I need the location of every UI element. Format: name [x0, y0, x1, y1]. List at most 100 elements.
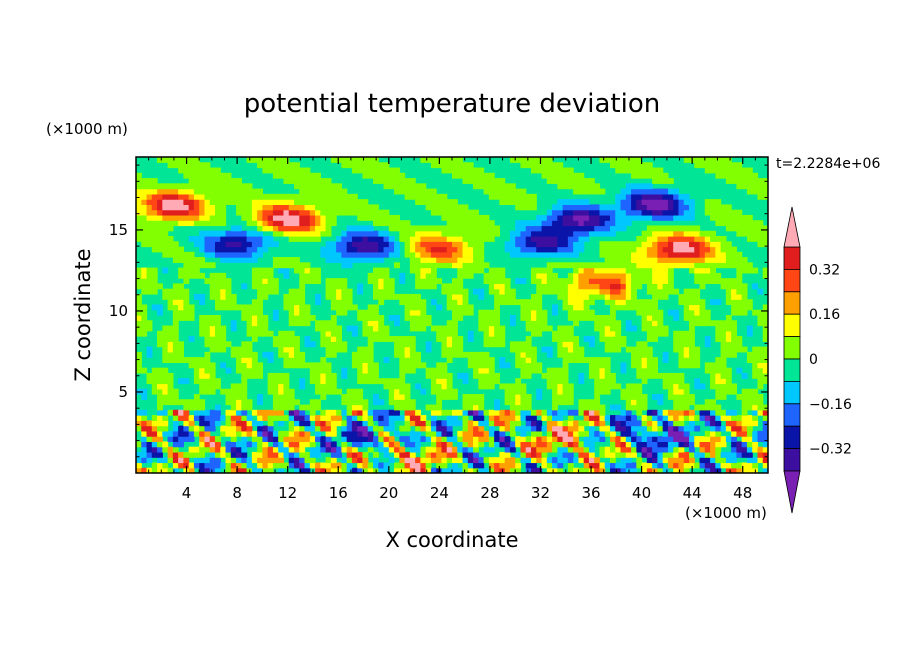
field-cell: [362, 257, 369, 263]
field-cell: [199, 230, 206, 237]
field-cell: [209, 325, 216, 332]
field-cell: [172, 357, 179, 363]
field-cell: [278, 225, 285, 232]
field-cell: [720, 383, 727, 390]
field-cell: [283, 399, 290, 406]
field-cell: [710, 409, 716, 416]
field-cell: [278, 346, 285, 353]
field-cell: [299, 288, 306, 295]
field-cell: [188, 193, 195, 200]
field-cell: [520, 383, 527, 390]
field-cell: [441, 257, 448, 263]
field-cell: [462, 251, 469, 258]
field-cell: [209, 293, 216, 300]
field-cell: [715, 278, 722, 284]
field-cell: [657, 204, 664, 211]
field-cell: [209, 262, 216, 269]
field-cell: [694, 383, 701, 390]
field-cell: [304, 183, 311, 190]
field-cell: [483, 362, 490, 369]
field-cell: [288, 236, 295, 242]
field-cell: [357, 257, 364, 263]
field-cell: [467, 162, 474, 169]
field-cell: [351, 157, 358, 163]
field-cell: [383, 167, 390, 174]
field-cell: [420, 315, 427, 321]
field-cell: [330, 251, 337, 258]
field-cell: [341, 446, 348, 453]
field-cell: [394, 430, 400, 437]
field-cell: [515, 394, 522, 400]
field-cell: [746, 220, 753, 227]
field-cell: [725, 415, 732, 421]
field-cell: [594, 420, 601, 427]
field-cell: [246, 404, 253, 411]
field-cell: [467, 167, 474, 174]
field-cell: [667, 409, 674, 416]
field-cell: [151, 467, 158, 473]
field-cell: [667, 262, 674, 269]
field-cell: [662, 409, 669, 416]
field-cell: [741, 267, 748, 274]
field-cell: [636, 272, 643, 279]
field-cell: [631, 351, 637, 358]
field-cell: [446, 241, 453, 248]
field-cell: [762, 325, 768, 332]
field-cell: [157, 383, 163, 390]
field-cell: [499, 178, 506, 184]
field-cell: [157, 157, 163, 163]
field-cell: [573, 246, 579, 253]
field-cell: [509, 315, 516, 321]
field-cell: [604, 278, 611, 284]
field-cell: [483, 225, 490, 232]
field-cell: [141, 425, 148, 432]
field-cell: [715, 220, 722, 227]
field-cell: [725, 204, 732, 211]
field-cell: [357, 230, 364, 237]
field-cell: [446, 330, 453, 337]
field-cell: [136, 272, 142, 279]
field-cell: [520, 441, 527, 448]
field-cell: [615, 320, 622, 327]
field-cell: [193, 183, 200, 190]
field-cell: [557, 283, 564, 290]
field-cell: [552, 209, 558, 216]
field-cell: [620, 193, 627, 200]
field-cell: [694, 241, 701, 248]
field-cell: [267, 272, 274, 279]
field-cell: [204, 441, 211, 448]
field-cell: [578, 357, 585, 363]
field-cell: [610, 214, 616, 221]
field-cell: [399, 394, 406, 400]
field-cell: [341, 188, 348, 195]
field-cell: [673, 462, 680, 469]
field-cell: [420, 451, 427, 458]
field-cell: [325, 325, 332, 332]
field-cell: [673, 246, 680, 253]
field-cell: [304, 214, 311, 221]
field-cell: [209, 199, 216, 205]
field-cell: [409, 325, 416, 332]
field-cell: [193, 404, 200, 411]
field-cell: [230, 409, 237, 416]
field-cell: [278, 330, 285, 337]
field-cell: [731, 309, 737, 316]
field-cell: [594, 357, 601, 363]
field-cell: [430, 430, 437, 437]
field-cell: [409, 257, 416, 263]
field-cell: [346, 467, 353, 473]
field-cell: [704, 251, 711, 258]
field-cell: [193, 262, 200, 269]
field-cell: [657, 415, 664, 421]
field-cell: [294, 399, 300, 406]
field-cell: [673, 394, 680, 400]
field-cell: [746, 267, 753, 274]
field-cell: [146, 325, 153, 332]
field-cell: [467, 236, 474, 242]
field-cell: [309, 409, 316, 416]
field-cell: [689, 357, 695, 363]
field-cell: [541, 246, 548, 253]
field-cell: [520, 451, 527, 458]
field-cell: [446, 394, 453, 400]
field-cell: [583, 183, 590, 190]
